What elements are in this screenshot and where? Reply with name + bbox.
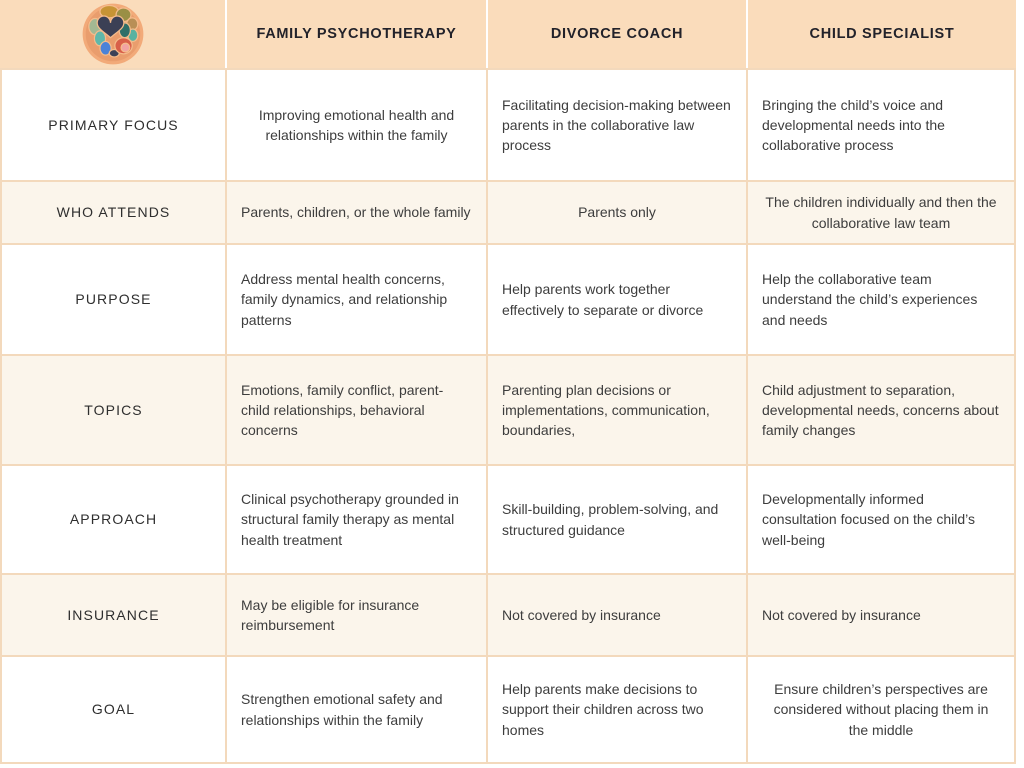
table-cell: Help parents make decisions to support t… [486, 655, 746, 764]
row-label-topics: TOPICS [0, 354, 225, 464]
row-label-purpose: PURPOSE [0, 243, 225, 354]
table-cell: Not covered by insurance [746, 573, 1016, 655]
table-cell: Bringing the child’s voice and developme… [746, 68, 1016, 180]
table-cell: Help parents work together effectively t… [486, 243, 746, 354]
table-cell: May be eligible for insurance reimbursem… [225, 573, 486, 655]
table-cell: Strengthen emotional safety and relation… [225, 655, 486, 764]
table-cell: The children individually and then the c… [746, 180, 1016, 243]
table-cell: Developmentally informed consultation fo… [746, 464, 1016, 573]
column-header-divorce-coach: DIVORCE COACH [486, 0, 746, 68]
table-cell: Parenting plan decisions or implementati… [486, 354, 746, 464]
table-cell: Address mental health concerns, family d… [225, 243, 486, 354]
row-label-goal: GOAL [0, 655, 225, 764]
heart-mosaic-logo-icon [82, 3, 143, 65]
logo-header-cell [0, 0, 225, 68]
row-label-approach: APPROACH [0, 464, 225, 573]
table-cell: Child adjustment to separation, developm… [746, 354, 1016, 464]
row-label-who-attends: WHO ATTENDS [0, 180, 225, 243]
table-cell: Parents, children, or the whole family [225, 180, 486, 243]
table-cell: Improving emotional health and relations… [225, 68, 486, 180]
row-label-primary-focus: PRIMARY FOCUS [0, 68, 225, 180]
table-cell: Facilitating decision-making between par… [486, 68, 746, 180]
table-cell: Ensure children’s perspectives are consi… [746, 655, 1016, 764]
column-header-family-psychotherapy: FAMILY PSYCHOTHERAPY [225, 0, 486, 68]
table-cell: Skill-building, problem-solving, and str… [486, 464, 746, 573]
table-cell: Clinical psychotherapy grounded in struc… [225, 464, 486, 573]
column-header-child-specialist: CHILD SPECIALIST [746, 0, 1016, 68]
row-label-insurance: INSURANCE [0, 573, 225, 655]
table-cell: Help the collaborative team understand t… [746, 243, 1016, 354]
table-cell: Parents only [486, 180, 746, 243]
table-cell: Emotions, family conflict, parent-child … [225, 354, 486, 464]
table-cell: Not covered by insurance [486, 573, 746, 655]
